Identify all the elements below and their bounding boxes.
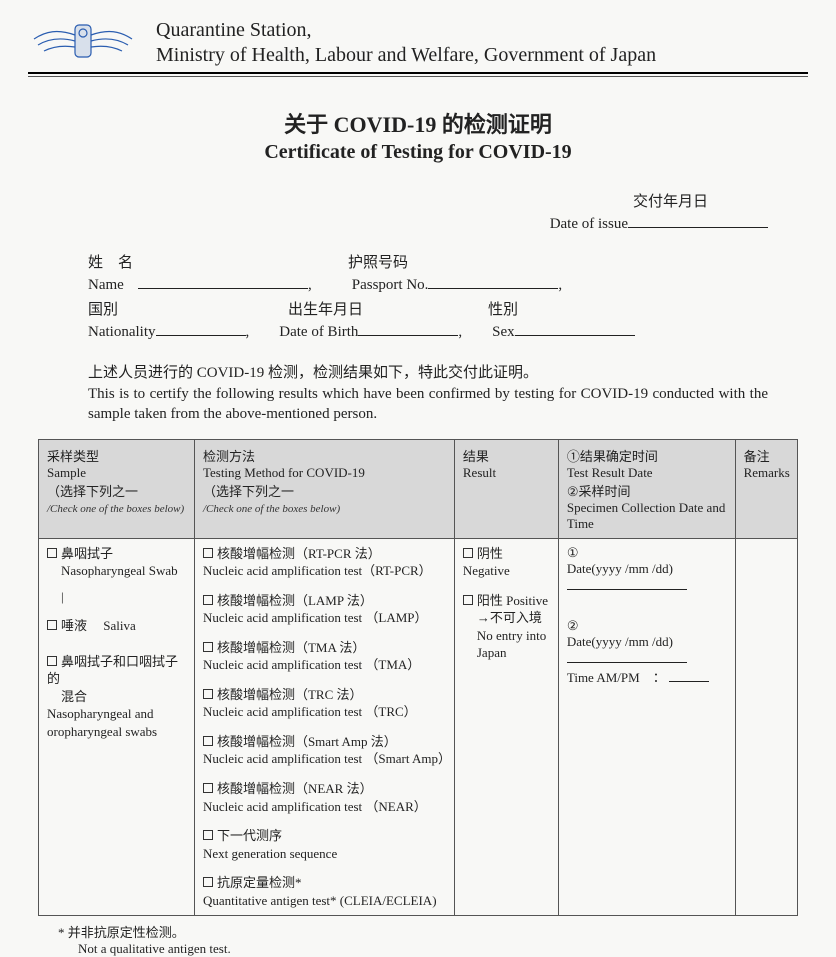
passport-label-en: Passport No.	[352, 277, 429, 294]
result-option: 阴性 Negative	[463, 545, 550, 580]
rule-light	[28, 76, 808, 77]
th-remarks: 备注 Remarks	[735, 439, 797, 538]
footnote: * 并非抗原定性检测。 Not a qualitative antigen te…	[58, 922, 808, 957]
td-remarks	[735, 538, 797, 916]
personal-fields: 姓 名 护照号码 Name , Passport No. , 国別 出生年月日 …	[88, 251, 788, 341]
checkbox-icon[interactable]	[203, 595, 213, 605]
sample-option: 鼻咽拭子 Nasopharyngeal Swab |	[47, 545, 186, 606]
checkbox-icon[interactable]	[203, 783, 213, 793]
checkbox-icon[interactable]	[203, 830, 213, 840]
td-methods: 核酸增幅检测（RT-PCR 法）Nucleic acid amplificati…	[194, 538, 454, 916]
statement-en: This is to certify the following results…	[88, 384, 768, 425]
sex-label-en: Sex	[492, 324, 515, 341]
dob-blank	[358, 321, 458, 336]
nationality-label-cn: 国別	[88, 298, 288, 319]
th-dates: ①结果确定时间 Test Result Date ②采样时间 Specimen …	[558, 439, 735, 538]
title-cn: 关于 COVID-19 的检测证明	[28, 107, 808, 139]
date1-blank	[567, 577, 687, 590]
nationality-label-en: Nationality	[88, 324, 156, 341]
letterhead: Quarantine Station, Ministry of Health, …	[28, 18, 808, 68]
table-body-row: 鼻咽拭子 Nasopharyngeal Swab | 唾液 Saliva 鼻咽拭…	[39, 538, 798, 916]
method-option: 下一代测序Next generation sequence	[203, 827, 446, 862]
method-option: 核酸增幅检测（RT-PCR 法）Nucleic acid amplificati…	[203, 545, 446, 580]
issue-date-en: Date of issue	[28, 213, 808, 233]
passport-blank	[428, 274, 558, 289]
td-samples: 鼻咽拭子 Nasopharyngeal Swab | 唾液 Saliva 鼻咽拭…	[39, 538, 195, 916]
checkbox-icon[interactable]	[203, 548, 213, 558]
sample-option: 鼻咽拭子和口咽拭子的 混合 Nasopharyngeal and orophar…	[47, 653, 186, 741]
th-method: 检测方法 Testing Method for COVID-19 （选择下列之一…	[194, 439, 454, 538]
method-option: 核酸增幅检测（NEAR 法）Nucleic acid amplification…	[203, 780, 446, 815]
sex-label-cn: 性別	[488, 298, 518, 319]
checkbox-icon[interactable]	[47, 620, 57, 630]
result-option: 阳性 Positive →不可入境 No entry into Japan	[463, 592, 550, 662]
checkbox-icon[interactable]	[203, 736, 213, 746]
method-option: 核酸增幅检测（TMA 法）Nucleic acid amplification …	[203, 639, 446, 674]
time-blank	[669, 669, 709, 682]
sex-blank	[515, 321, 635, 336]
passport-label-cn: 护照号码	[348, 251, 408, 272]
date-block-2: ② Date(yyyy /mm /dd) Time AM/PM ：	[567, 618, 727, 686]
checkbox-icon[interactable]	[47, 548, 57, 558]
name-label-en: Name	[88, 277, 138, 294]
checkbox-icon[interactable]	[47, 656, 57, 666]
date-block-1: ① Date(yyyy /mm /dd)	[567, 545, 727, 594]
th-result: 结果 Result	[454, 439, 558, 538]
checkbox-icon[interactable]	[203, 877, 213, 887]
method-option: 抗原定量检测*Quantitative antigen test* (CLEIA…	[203, 874, 446, 909]
name-label-cn: 姓 名	[88, 251, 348, 272]
sample-option: 唾液 Saliva	[47, 617, 186, 635]
method-option: 核酸增幅检测（Smart Amp 法）Nucleic acid amplific…	[203, 733, 446, 768]
checkbox-icon[interactable]	[203, 642, 213, 652]
date2-blank	[567, 650, 687, 663]
issue-date-cn: 交付年月日	[28, 190, 808, 211]
org-line1: Quarantine Station,	[156, 18, 656, 43]
statement-cn: 上述人员进行的 COVID-19 检测，检测结果如下，特此交付此证明。	[88, 361, 768, 382]
method-option: 核酸增幅检测（TRC 法）Nucleic acid amplification …	[203, 686, 446, 721]
issue-date-blank	[628, 213, 768, 228]
quarantine-logo	[28, 19, 138, 68]
checkbox-icon[interactable]	[463, 548, 473, 558]
results-table: 采样类型 Sample （选择下列之一 /Check one of the bo…	[38, 439, 798, 917]
method-option: 核酸增幅检测（LAMP 法）Nucleic acid amplification…	[203, 592, 446, 627]
title-en: Certificate of Testing for COVID-19	[28, 141, 808, 164]
checkbox-icon[interactable]	[203, 689, 213, 699]
org-line2: Ministry of Health, Labour and Welfare, …	[156, 43, 656, 68]
td-results: 阴性 Negative 阳性 Positive →不可入境 No entry i…	[454, 538, 558, 916]
rule-heavy	[28, 72, 808, 74]
td-dates: ① Date(yyyy /mm /dd) ② Date(yyyy /mm /dd…	[558, 538, 735, 916]
dob-label-cn: 出生年月日	[288, 298, 488, 319]
org-name: Quarantine Station, Ministry of Health, …	[156, 18, 656, 68]
dob-label-en: Date of Birth	[279, 324, 358, 341]
nationality-blank	[156, 321, 246, 336]
name-blank	[138, 274, 308, 289]
table-header-row: 采样类型 Sample （选择下列之一 /Check one of the bo…	[39, 439, 798, 538]
th-sample: 采样类型 Sample （选择下列之一 /Check one of the bo…	[39, 439, 195, 538]
checkbox-icon[interactable]	[463, 595, 473, 605]
